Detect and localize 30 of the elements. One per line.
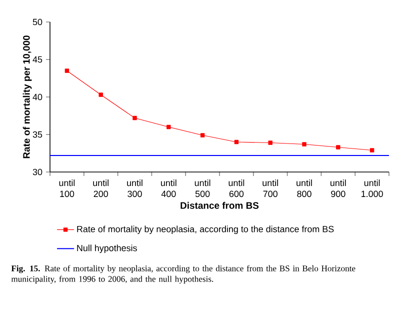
y-tick-label: 30 xyxy=(32,168,42,176)
point xyxy=(234,140,239,144)
point xyxy=(302,142,306,146)
x-tick-label: until 100 xyxy=(59,180,75,198)
y-axis-title: Rate of mortality per 10,000 xyxy=(22,36,32,158)
y-tick-label: 40 xyxy=(32,94,42,100)
point xyxy=(370,148,374,152)
x-tick-label: until 900 xyxy=(330,180,346,198)
point xyxy=(132,116,137,120)
point xyxy=(268,140,272,145)
x-tick-label: until 1.000 xyxy=(362,180,383,198)
x-tick-label: until 300 xyxy=(127,180,142,198)
point xyxy=(98,92,103,97)
point xyxy=(200,133,205,138)
x-tick-label: until 200 xyxy=(93,180,108,198)
x-tick-label: until 500 xyxy=(194,180,210,198)
x-axis-title: Distance from BS xyxy=(180,202,259,209)
y-tick-label: 35 xyxy=(32,131,42,138)
y-tick-label: 45 xyxy=(32,56,42,63)
legend-label: Null hypothesis xyxy=(77,244,137,253)
x-tick-label: until 800 xyxy=(296,180,312,198)
x-tick-label: until 400 xyxy=(161,180,176,198)
x-tick-label: until 600 xyxy=(228,180,244,198)
legend-label: Rate of mortality by neoplasia, according to the distance from BS xyxy=(77,226,334,234)
point xyxy=(336,145,340,150)
y-tick-label: 50 xyxy=(32,18,42,26)
text: Fig. 15. Rate of mortality by neoplasia, according to the distance from the BS in Belo Horizonte municipality, from 1996 to 2006, and the null hypothesis. xyxy=(11,265,356,284)
point xyxy=(166,124,171,130)
x-tick-label: until 700 xyxy=(262,180,278,198)
point xyxy=(64,68,70,73)
